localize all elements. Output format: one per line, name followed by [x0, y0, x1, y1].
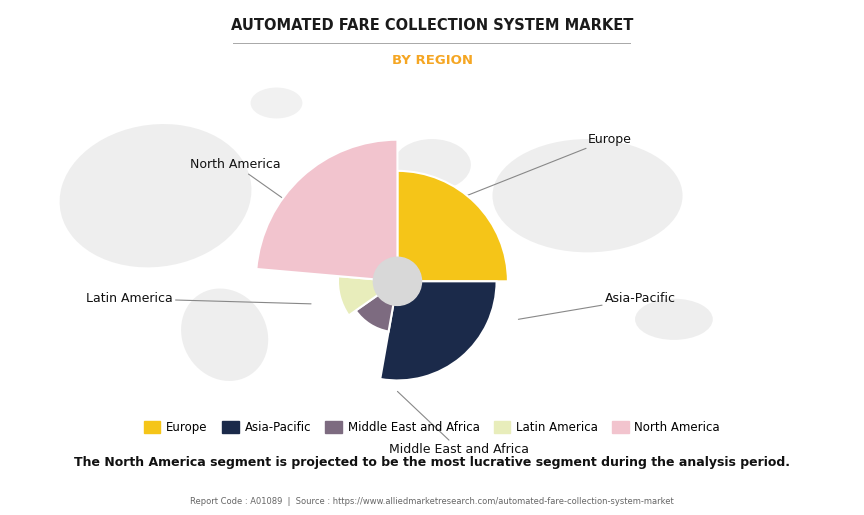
- Ellipse shape: [393, 139, 471, 191]
- Wedge shape: [356, 294, 393, 332]
- Text: The North America segment is projected to be the most lucrative segment during t: The North America segment is projected t…: [74, 456, 790, 469]
- Wedge shape: [397, 171, 508, 281]
- Text: Middle East and Africa: Middle East and Africa: [389, 391, 529, 456]
- Wedge shape: [257, 140, 397, 279]
- Text: Report Code : A01089  |  Source : https://www.alliedmarketresearch.com/automated: Report Code : A01089 | Source : https://…: [190, 497, 674, 506]
- Wedge shape: [380, 281, 497, 381]
- Text: AUTOMATED FARE COLLECTION SYSTEM MARKET: AUTOMATED FARE COLLECTION SYSTEM MARKET: [231, 18, 633, 33]
- Text: North America: North America: [190, 158, 294, 206]
- Ellipse shape: [635, 299, 713, 340]
- Legend: Europe, Asia-Pacific, Middle East and Africa, Latin America, North America: Europe, Asia-Pacific, Middle East and Af…: [144, 421, 720, 434]
- Ellipse shape: [181, 288, 268, 381]
- Wedge shape: [338, 276, 379, 315]
- Circle shape: [373, 257, 422, 305]
- Ellipse shape: [60, 124, 251, 267]
- Ellipse shape: [251, 88, 302, 118]
- Text: Asia-Pacific: Asia-Pacific: [518, 292, 676, 319]
- Text: BY REGION: BY REGION: [391, 54, 473, 67]
- Ellipse shape: [384, 232, 480, 335]
- Ellipse shape: [492, 139, 683, 252]
- Text: Europe: Europe: [467, 132, 632, 196]
- Text: Latin America: Latin America: [86, 292, 311, 305]
